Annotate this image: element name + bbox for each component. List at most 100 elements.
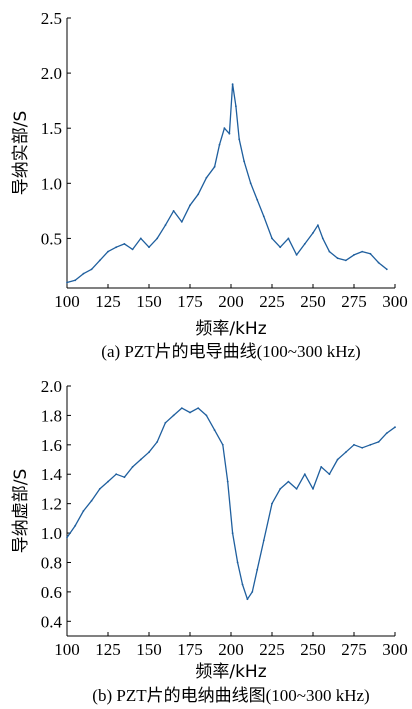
data-point [287,237,290,240]
y-tick-label: 0.4 [41,612,63,631]
y-axis-label: 导纳虚部/S [11,469,31,554]
data-point [180,221,183,223]
y-tick-label: 2.5 [41,9,62,28]
data-point [249,182,252,185]
data-point [213,429,216,431]
data-point [231,532,234,534]
y-tick-label: 1.0 [41,524,62,543]
data-point [377,261,380,264]
data-point [321,237,324,240]
x-tick-label: 100 [54,292,80,311]
data-point [385,432,388,434]
series-line [66,83,388,284]
data-point [189,411,191,414]
data-point [303,243,306,245]
data-point [312,488,314,490]
y-tick-label: 1.0 [41,174,62,193]
y-tick-label: 0.6 [41,583,62,602]
data-point [369,443,372,446]
data-point [246,598,249,601]
x-tick-label: 200 [218,292,244,311]
x-tick-label: 225 [259,292,285,311]
data-point [235,105,237,108]
data-point [295,488,298,490]
data-point [353,254,355,256]
series-line [66,407,396,600]
y-tick-label: 0.5 [41,229,62,248]
x-tick-label: 250 [300,292,326,311]
data-point [303,473,306,476]
data-point [251,591,254,593]
data-point [66,536,68,539]
x-tick-label: 150 [136,292,162,311]
data-point [172,210,175,212]
data-point [98,488,101,490]
y-tick-label: 1.8 [41,406,62,425]
x-tick-label: 125 [95,292,121,311]
data-point [131,248,134,251]
data-point [344,451,347,454]
data-point [205,176,208,179]
data-point [312,232,314,234]
y-tick-label: 1.6 [41,436,62,455]
data-point [226,480,229,483]
data-point [218,143,221,146]
data-point [156,441,159,443]
data-point [148,246,150,249]
data-point [98,259,101,262]
y-tick-label: 0.8 [41,553,62,572]
data-point [353,443,355,446]
data-point [328,250,331,253]
y-tick-label: 1.2 [41,495,62,514]
data-point [107,480,109,483]
data-point [231,83,234,85]
data-point [287,480,290,483]
data-point [123,476,126,479]
x-axis-label: 频率/kHz [195,319,266,339]
data-point [394,426,396,429]
data-point [336,257,339,260]
data-point [156,237,159,240]
data-point [279,246,282,249]
data-point [90,268,93,271]
data-point [271,502,273,505]
data-point [82,272,85,275]
x-tick-label: 125 [95,640,121,659]
data-point [336,458,339,461]
data-point [164,224,167,227]
data-point [317,224,319,227]
data-point [115,246,118,249]
data-point [197,407,200,409]
data-point [361,446,364,449]
data-point [328,473,331,476]
data-point [131,466,134,468]
y-axis-label: 导纳实部/S [11,111,31,196]
data-point [271,237,273,240]
data-point [262,539,265,542]
x-axis-label: 频率/kHz [195,662,266,682]
data-point [74,524,77,527]
data-point [256,198,259,201]
data-point [369,252,372,255]
chart-panel-b: 导纳虚部/S 频率/kHz (b) PZT片的电纳曲线图(100~300 kHz… [11,377,408,705]
data-point [180,407,183,409]
data-point [139,458,142,461]
data-point [241,583,244,586]
data-point [221,443,224,446]
data-point [90,499,93,502]
chart-caption: (b) PZT片的电纳曲线图(100~300 kHz) [92,686,369,705]
data-point [74,279,77,282]
x-tick-label: 150 [136,640,162,659]
x-tick-label: 200 [218,640,244,659]
data-point [213,165,216,168]
x-tick-label: 100 [54,640,80,659]
chart-caption: (a) PZT片的电导曲线(100~300 kHz) [101,342,360,361]
data-point [385,268,388,271]
y-tick-label: 2.0 [41,377,62,396]
data-point [123,243,126,245]
data-point [295,254,298,256]
data-point [82,510,85,512]
x-tick-label: 250 [300,640,326,659]
data-point [344,259,347,262]
